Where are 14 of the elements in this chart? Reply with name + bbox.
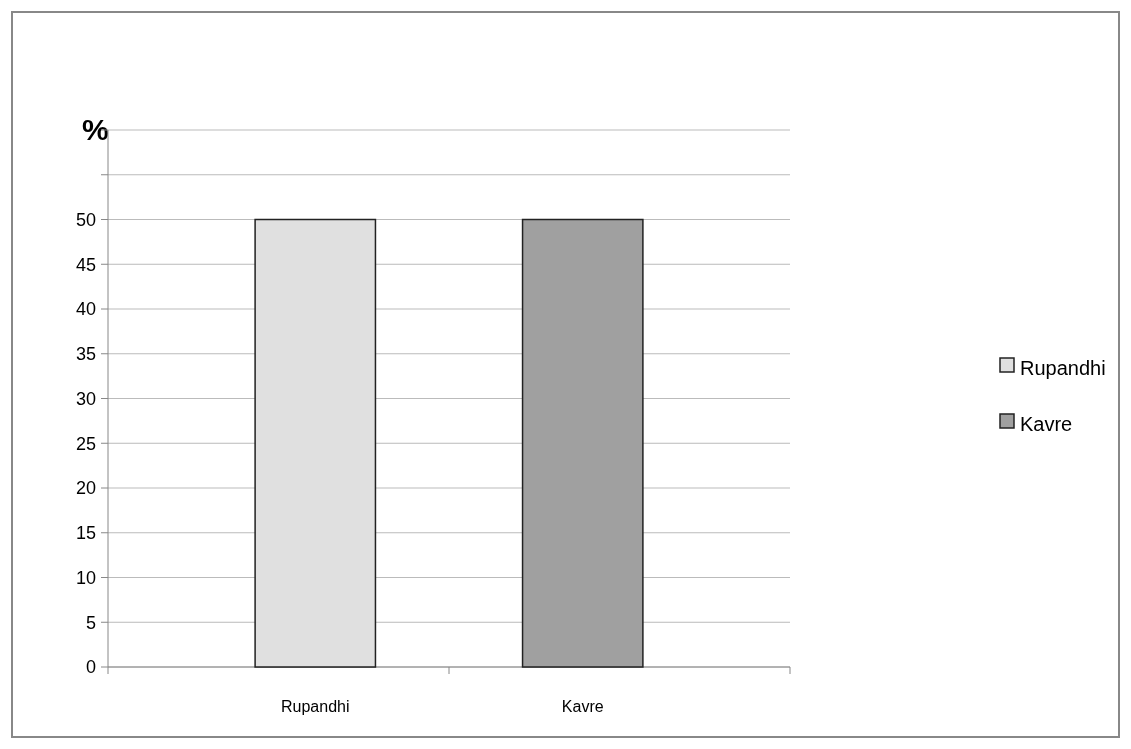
legend-label: Rupandhi bbox=[1020, 357, 1106, 379]
y-tick-label: 25 bbox=[75, 433, 96, 454]
y-tick-label: 30 bbox=[75, 388, 96, 409]
y-tick-label: 5 bbox=[85, 612, 96, 633]
y-tick-label: 40 bbox=[75, 299, 96, 320]
y-tick-label: 35 bbox=[75, 344, 96, 365]
y-tick-label: 15 bbox=[75, 523, 96, 544]
y-tick-label: 20 bbox=[75, 478, 96, 499]
y-tick-label: 0 bbox=[85, 657, 96, 678]
y-axis-title: % bbox=[82, 113, 109, 146]
legend-label: Kavre bbox=[1020, 413, 1073, 435]
y-tick-label: 45 bbox=[75, 254, 96, 275]
y-tick-label: 50 bbox=[75, 209, 96, 230]
y-tick-label: 10 bbox=[75, 567, 96, 588]
